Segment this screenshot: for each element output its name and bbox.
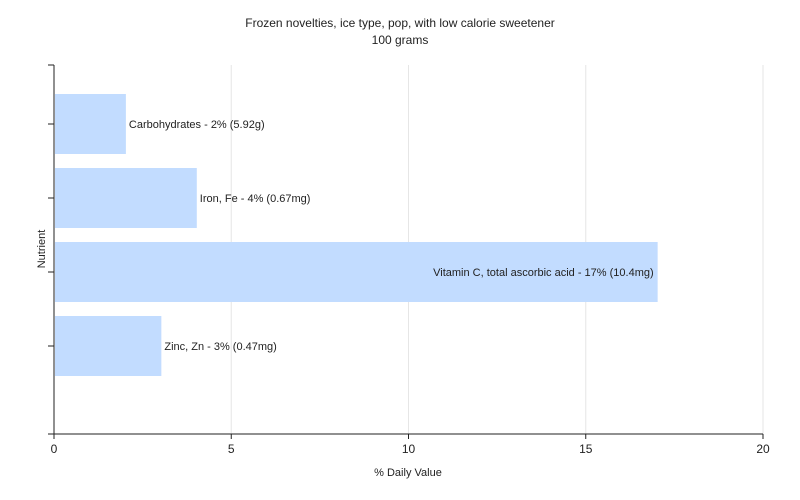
- bar[interactable]: [55, 316, 162, 376]
- bar-label: Vitamin C, total ascorbic acid - 17% (10…: [433, 267, 654, 279]
- axes: 0 5 10 15 20: [48, 64, 770, 456]
- bar[interactable]: [55, 242, 658, 302]
- x-tick-label: 0: [51, 442, 58, 456]
- x-tick-label: 5: [228, 442, 235, 456]
- chart-subtitle: 100 grams: [371, 33, 429, 47]
- bar-label: Zinc, Zn - 3% (0.47mg): [164, 341, 276, 353]
- y-axis-title: Nutrient: [36, 230, 48, 269]
- bar-label: Iron, Fe - 4% (0.67mg): [200, 193, 311, 205]
- bar-label: Carbohydrates - 2% (5.92g): [129, 119, 265, 131]
- x-tick-label: 10: [402, 442, 416, 456]
- x-tick-label: 15: [579, 442, 593, 456]
- x-tick-label: 20: [756, 442, 770, 456]
- x-axis-title: % Daily Value: [374, 467, 442, 479]
- bar[interactable]: [55, 94, 126, 154]
- bars: Carbohydrates - 2% (5.92g) Iron, Fe - 4% …: [55, 94, 658, 376]
- bar[interactable]: [55, 168, 197, 228]
- chart-title: Frozen novelties, ice type, pop, with lo…: [245, 16, 555, 30]
